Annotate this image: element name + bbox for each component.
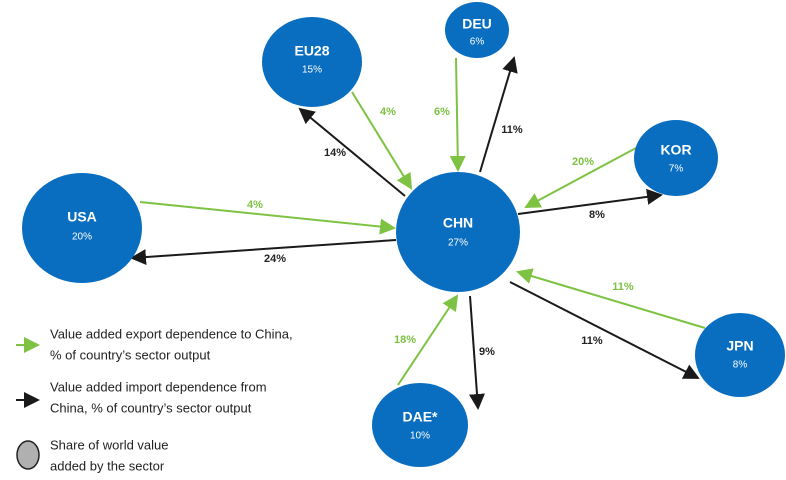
export-label: 4% [247,199,263,211]
node-value: 10% [410,431,430,442]
node [372,383,468,467]
import-arrow [130,239,397,266]
import-arrow [298,107,406,197]
node-label: KOR [660,142,691,158]
export-label: 4% [380,106,396,118]
import-arrow [479,56,518,173]
node [695,313,785,397]
import-label: 9% [479,346,495,358]
export-arrow [516,268,706,329]
node-label: JPN [726,338,753,354]
legend-text: Value added export dependence to China, [50,326,293,341]
node [445,2,509,58]
import-label: 24% [264,253,286,265]
legend-text: Value added import dependence from [50,379,267,394]
export-label: 20% [572,156,594,168]
import-label: 11% [581,335,603,347]
node-value: 20% [72,232,92,243]
export-arrow [351,91,413,190]
legend-text: % of country’s sector output [50,347,211,362]
export-label: 18% [394,334,416,346]
import-arrow [509,281,700,379]
node-label: USA [67,209,97,225]
node-label: DEU [462,16,492,32]
node-label: EU28 [294,43,329,59]
nodes: EU28 15% DEU 6% KOR 7% USA 20% CHN 27% J… [22,2,785,467]
import-arrow [517,188,663,215]
export-label: 11% [612,281,634,293]
export-arrow [139,201,396,235]
export-arrow [397,294,459,386]
node [22,173,142,283]
legend-text: added by the sector [50,458,165,473]
import-label: 14% [324,147,346,159]
export-arrow [524,147,637,208]
export-label: 6% [434,106,450,118]
node [262,17,362,107]
import-label: 8% [589,209,605,221]
node-value: 6% [470,37,485,48]
edge-labels: 4% 14% 6% 11% 20% 8% 4% 24% 11% 11% 18% … [247,106,634,358]
export-arrow [449,57,466,172]
legend-share-icon [16,440,40,470]
node [634,120,718,196]
legend-text: Share of world value [50,437,169,452]
node-value: 27% [448,238,468,249]
import-arrow [469,295,485,410]
node-label: DAE* [402,409,438,425]
node [396,172,520,292]
legend-text: China, % of country’s sector output [50,400,252,415]
node-value: 8% [733,360,748,371]
node-value: 7% [669,164,684,175]
node-label: CHN [443,215,473,231]
legend: Value added export dependence to China, … [16,326,293,473]
node-value: 15% [302,65,322,76]
import-label: 11% [501,124,523,136]
edges [130,56,706,410]
